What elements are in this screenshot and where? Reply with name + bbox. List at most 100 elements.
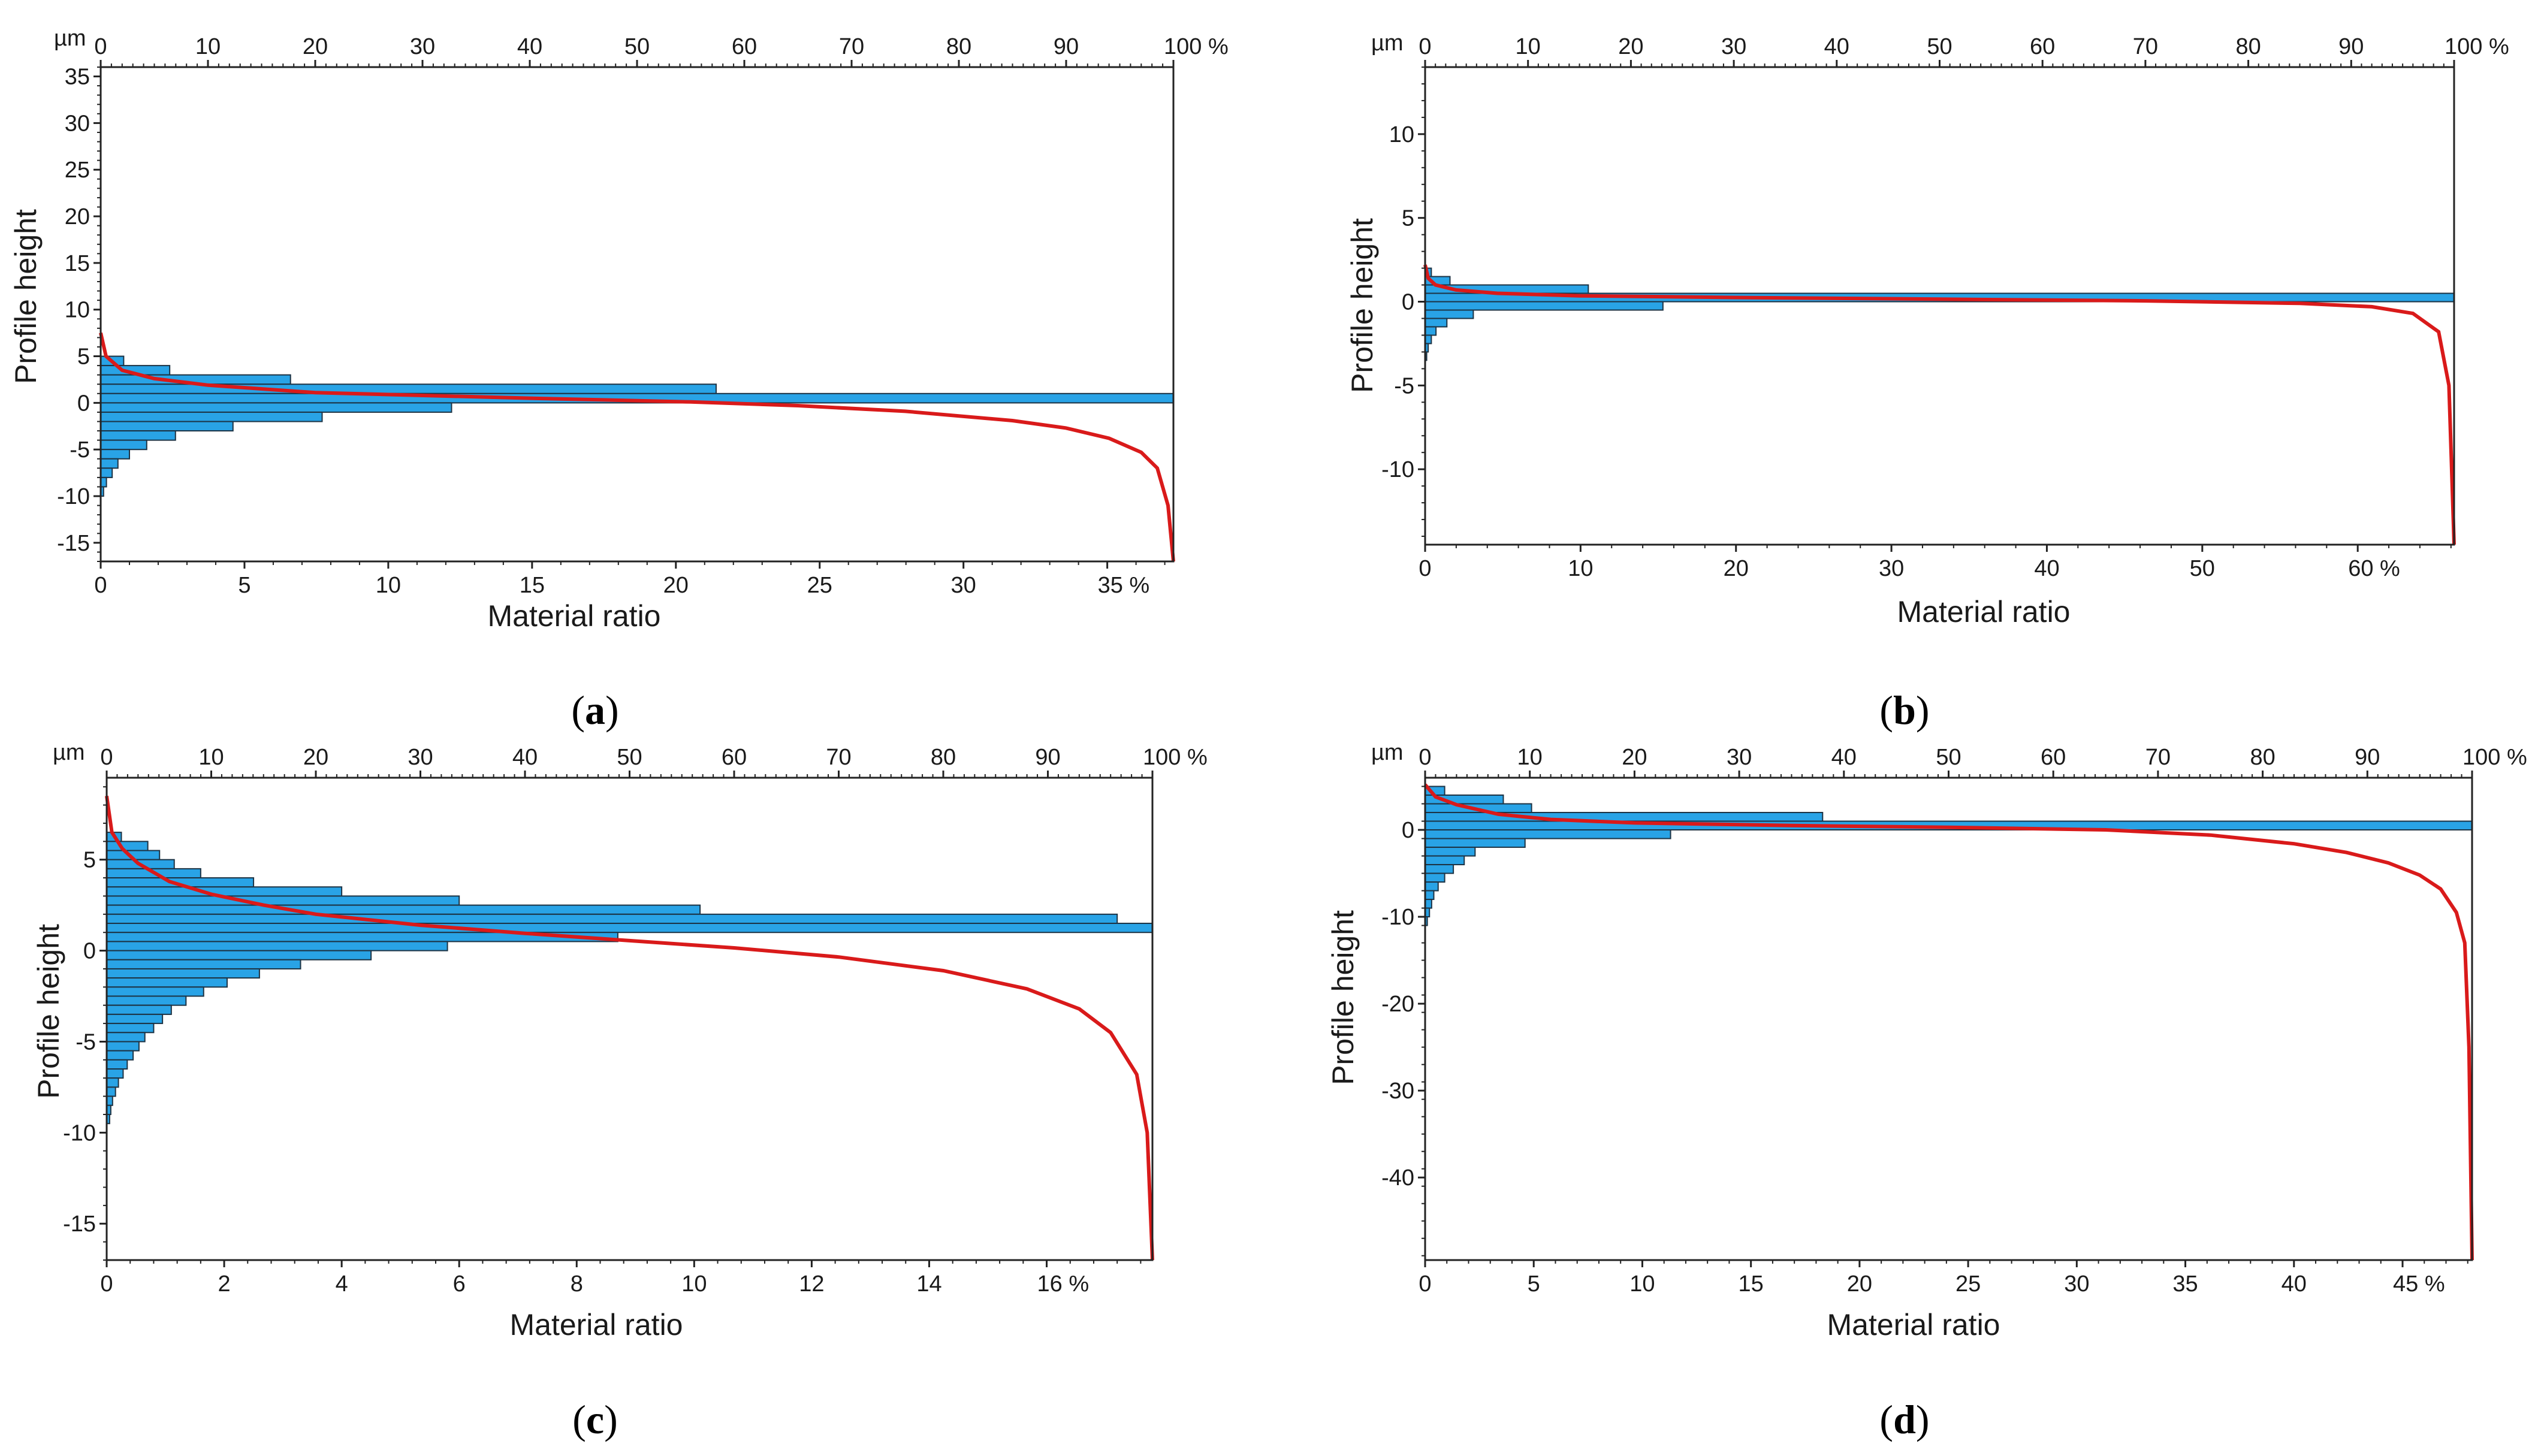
top-tick-label: 20 [303,34,328,59]
histogram-bar-6 [1425,838,1526,848]
histogram-bar-8 [106,904,701,915]
histogram-bar-8 [100,430,176,441]
y-unit-label: µm [53,740,85,765]
top-tick-label: 0 [1419,745,1431,770]
y-tick-label: -15 [57,531,90,556]
top-tick-label: 70 [2145,745,2171,770]
histogram-bar-10 [106,923,1153,934]
x-tick-label: 15 [520,573,545,598]
x-tick-label: 35 [2172,1271,2198,1297]
y-tick-label: -10 [1381,905,1414,930]
histogram-bar-7 [1425,847,1476,857]
x-tick-label: 20 [663,573,689,598]
x-axis: 0 5 10 15 20 25 30 35 % [94,561,1166,598]
top-tick-label: 100 % [2445,34,2509,59]
top-tick-label: 90 [1054,34,1079,59]
histogram-bar-6 [1425,318,1448,328]
histogram-bar-6 [106,886,343,897]
histogram-bar-15 [106,968,260,979]
x-tick-label: 25 [807,573,832,598]
top-axis: 0 10 20 30 40 50 60 70 80 90 100 % [1419,745,2527,778]
material-ratio-curve [105,795,1154,1261]
top-tick-label: 10 [198,745,224,770]
x-axis: 0 10 20 30 40 50 60 % [1419,545,2452,581]
histogram-bar-11 [1425,881,1439,892]
panel-label: (a) [571,687,618,733]
histogram-bar-21 [106,1023,155,1034]
x-tick-label: 0 [1419,556,1431,581]
histogram-bar-17 [106,986,204,997]
y-tick-label: -20 [1381,992,1414,1017]
y-unit-label: µm [1371,740,1404,765]
y-tick-label: 20 [65,204,90,229]
x-tick-label: 4 [336,1271,348,1297]
histogram-bar-7 [1425,326,1437,336]
y-tick-label: 5 [1402,206,1414,231]
panel-label: (b) [1879,687,1929,733]
histogram-bar-12 [100,467,113,478]
top-axis: 0 10 20 30 40 50 60 70 80 90 100 % [1419,34,2509,67]
y-tick-label: 35 [65,65,90,90]
top-tick-label: 70 [2133,34,2158,59]
histogram-bar-9 [106,913,1118,925]
top-tick-label: 70 [839,34,864,59]
y-tick-label: 5 [77,345,90,370]
x-axis-title: Material ratio [510,1308,683,1342]
plot-area [107,778,1152,1260]
y-tick-label: -10 [57,484,90,509]
histogram-bar-6 [100,411,323,422]
y-tick-label: 10 [65,298,90,323]
x-axis: 0 2 4 6 8 10 12 14 16 % [100,1260,1142,1297]
histogram-bar-25 [106,1059,128,1070]
top-tick-label: 50 [617,745,642,770]
histogram-bar-14 [106,959,301,969]
x-tick-label: 0 [94,573,107,598]
top-tick-label: 90 [2355,745,2380,770]
x-axis-title: Material ratio [1827,1308,2000,1342]
material-ratio-curve [1423,264,2456,545]
y-unit-label: µm [1371,31,1404,56]
histogram-bar-19 [106,1004,172,1015]
top-tick-label: 0 [100,745,113,770]
x-tick-label: 0 [1419,1271,1431,1297]
top-tick-label: 100 % [2462,745,2527,770]
x-tick-label: 0 [100,1271,113,1297]
top-tick-label: 30 [1727,745,1752,770]
histogram-bar-26 [106,1068,124,1079]
x-tick-label: 25 [1955,1271,1981,1297]
top-tick-label: 40 [517,34,542,59]
x-tick-label: 30 [1879,556,1904,581]
top-tick-label: 40 [512,745,538,770]
histogram-bar-8 [1425,334,1432,345]
histogram-bar-1 [106,841,149,851]
panel-label: (c) [572,1397,618,1442]
top-tick-label: 80 [931,745,956,770]
y-axis-title: Profile height [1345,218,1379,393]
top-tick-label: 70 [826,745,851,770]
y-axis: -10 -5 0 5 10 [1381,67,1425,537]
y-tick-label: 10 [1389,122,1414,147]
histogram-bar-9 [100,439,147,451]
histogram-bar-7 [100,421,234,432]
x-tick-label: 5 [1528,1271,1540,1297]
x-tick-label: 50 [2190,556,2215,581]
x-tick-label: 30 [2064,1271,2089,1297]
top-tick-label: 90 [1035,745,1060,770]
x-tick-label: 30 [951,573,976,598]
top-tick-label: 60 [722,745,747,770]
histogram-bar-7 [106,895,460,906]
plot-area [1425,778,2472,1260]
y-tick-label: -10 [1381,457,1414,482]
y-tick-label: -40 [1381,1165,1414,1191]
panel-c: -15 -10 -5 0 5 0 2 4 6 8 10 12 14 16 % 0 10 20 30 40 50 60… [32,740,1208,1442]
histogram-bar-13 [1425,899,1432,909]
y-axis: -40 -30 -20 -10 0 [1381,786,1425,1256]
x-tick-label: 60 % [2348,556,2400,581]
y-tick-label: 5 [83,848,96,873]
x-axis-title: Material ratio [488,599,661,633]
top-tick-label: 40 [1831,745,1857,770]
top-tick-label: 80 [2235,34,2261,59]
x-tick-label: 16 % [1037,1271,1090,1297]
top-tick-label: 80 [2250,745,2275,770]
